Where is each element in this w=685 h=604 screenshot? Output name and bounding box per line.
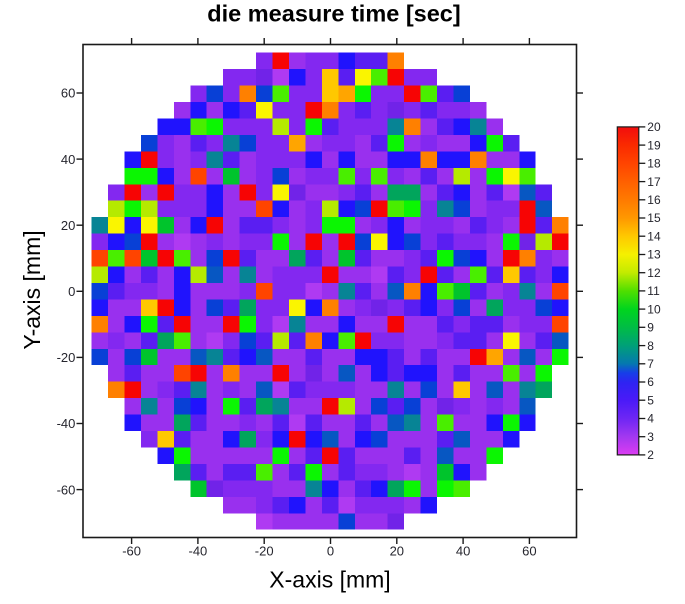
- svg-text:6: 6: [647, 375, 654, 389]
- svg-text:X-axis [mm]: X-axis [mm]: [269, 566, 390, 592]
- svg-text:-20: -20: [57, 350, 76, 365]
- svg-text:13: 13: [647, 248, 661, 262]
- svg-text:3: 3: [647, 430, 654, 444]
- svg-text:16: 16: [647, 193, 661, 207]
- svg-text:0: 0: [327, 544, 334, 559]
- svg-text:15: 15: [647, 211, 661, 225]
- svg-text:2: 2: [647, 448, 654, 462]
- svg-text:11: 11: [647, 284, 660, 298]
- svg-text:20: 20: [390, 544, 404, 559]
- svg-text:40: 40: [61, 152, 75, 167]
- svg-text:-40: -40: [57, 416, 76, 431]
- svg-text:17: 17: [647, 175, 661, 189]
- svg-text:0: 0: [68, 284, 75, 299]
- svg-text:-60: -60: [57, 482, 76, 497]
- svg-text:8: 8: [647, 339, 654, 353]
- svg-text:5: 5: [647, 393, 654, 407]
- svg-text:9: 9: [647, 321, 654, 335]
- svg-text:Y-axis [mm]: Y-axis [mm]: [19, 230, 45, 349]
- svg-text:-60: -60: [122, 544, 141, 559]
- svg-text:14: 14: [647, 229, 661, 243]
- svg-text:19: 19: [647, 138, 661, 152]
- svg-text:20: 20: [647, 120, 661, 134]
- svg-text:-20: -20: [255, 544, 274, 559]
- svg-text:40: 40: [456, 544, 470, 559]
- svg-text:12: 12: [647, 266, 661, 280]
- svg-text:-40: -40: [189, 544, 208, 559]
- svg-text:4: 4: [647, 412, 654, 426]
- svg-text:die measure time [sec]: die measure time [sec]: [207, 1, 460, 27]
- svg-text:60: 60: [61, 86, 75, 101]
- svg-text:10: 10: [647, 302, 661, 316]
- svg-text:60: 60: [522, 544, 536, 559]
- svg-text:18: 18: [647, 157, 661, 171]
- svg-text:7: 7: [647, 357, 654, 371]
- svg-text:20: 20: [61, 218, 75, 233]
